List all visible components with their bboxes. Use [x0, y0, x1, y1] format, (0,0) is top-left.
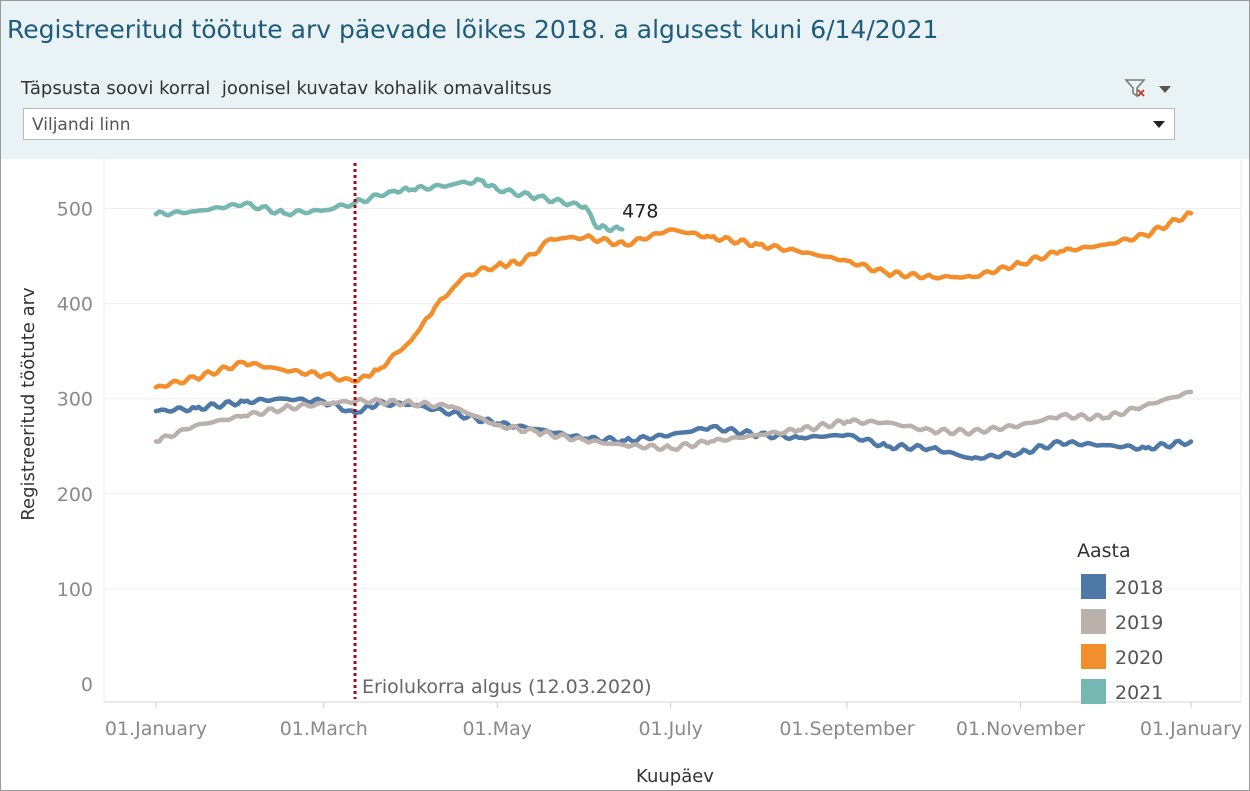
x-tick-label: 01.November	[956, 718, 1085, 740]
y-tick-label: 300	[57, 389, 93, 411]
x-tick-label: 01.January	[105, 718, 207, 740]
legend-label-2021: 2021	[1115, 682, 1163, 704]
legend: Aasta 2018 2019 2020 2021	[1077, 540, 1163, 704]
x-tick-label: 01.March	[280, 718, 368, 740]
x-tick-label: 01.September	[779, 718, 914, 740]
legend-swatch-2021	[1081, 679, 1106, 704]
dashboard-title: Registreeritud töötute arv päevade lõike…	[7, 15, 939, 44]
x-axis-title: Kuupäev	[636, 766, 714, 787]
y-tick-label: 400	[57, 294, 93, 316]
legend-label-2020: 2020	[1115, 647, 1163, 669]
peak-value-label: 478	[622, 200, 658, 222]
municipality-select-value: Viljandi linn	[32, 115, 131, 135]
series-line-2019	[153, 389, 1194, 453]
legend-swatch-2019	[1081, 609, 1106, 634]
y-tick-label: 100	[57, 579, 93, 601]
legend-swatch-2018	[1081, 574, 1106, 599]
y-axis-ticks: 0 100 200 300 400 500	[57, 199, 93, 697]
y-tick-label: 200	[57, 484, 93, 506]
legend-swatch-2020	[1081, 644, 1106, 669]
legend-title: Aasta	[1077, 540, 1131, 562]
unemployment-line-chart: 0 100 200 300 400 500 01.January 01.March 01.Ma…	[18, 159, 1242, 787]
dashboard-header: Registreeritud töötute arv päevade lõike…	[1, 1, 1249, 159]
filter-label: Täpsusta soovi korral joonisel kuvatav k…	[21, 78, 552, 99]
clear-filter-icon[interactable]	[1124, 79, 1146, 98]
legend-label-2018: 2018	[1115, 577, 1163, 599]
chevron-down-icon[interactable]	[1153, 121, 1165, 128]
series-line-2021	[153, 176, 625, 234]
municipality-select[interactable]: Viljandi linn	[23, 108, 1175, 140]
x-tick-label: 01.May	[462, 718, 532, 740]
y-tick-label: 500	[57, 199, 93, 221]
x-tick-label: 01.January	[1140, 718, 1242, 740]
y-tick-label: 0	[81, 674, 93, 696]
x-tick-label: 01.July	[638, 718, 702, 740]
legend-label-2019: 2019	[1115, 612, 1163, 634]
x-axis-ticks: 01.January 01.March 01.May 01.July 01.Septem…	[105, 702, 1242, 740]
grid-lines	[103, 159, 1242, 702]
filter-controls	[1123, 77, 1175, 101]
series-line-2020	[153, 210, 1194, 390]
y-axis-title: Registreeritud töötute arv	[18, 287, 39, 521]
series-lines	[153, 176, 1194, 461]
filter-menu-caret-icon[interactable]	[1159, 86, 1171, 93]
reference-line-label: Eriolukorra algus (12.03.2020)	[362, 676, 652, 698]
